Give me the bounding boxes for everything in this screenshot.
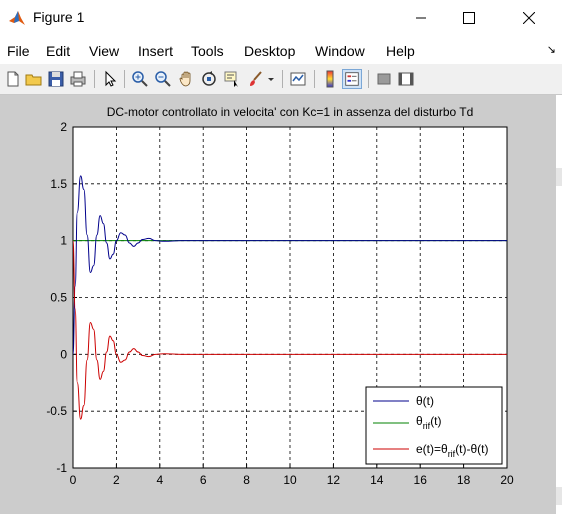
y-tick-label: 0.5 [50, 291, 67, 305]
legend[interactable]: θ(t) θrif(t) e(t)=θrif(t)-θ(t) [366, 387, 502, 464]
x-tick-label: 16 [414, 473, 428, 487]
title-bar: Figure 1 [0, 0, 562, 36]
data-cursor-icon[interactable] [222, 69, 242, 89]
y-tick-label: 1 [60, 234, 67, 248]
toolbar-separator [282, 70, 283, 88]
x-tick-label: 10 [283, 473, 297, 487]
x-tick-labels: 0 2 4 6 8 10 12 14 16 18 20 [70, 473, 514, 487]
x-tick-label: 14 [370, 473, 384, 487]
edit-plot-arrow-icon[interactable] [100, 69, 120, 89]
matlab-logo-icon [8, 9, 26, 27]
close-icon [523, 12, 535, 24]
menu-desktop[interactable]: Desktop [244, 43, 295, 59]
menu-help[interactable]: Help [386, 43, 415, 59]
brush-icon[interactable] [246, 69, 266, 89]
x-tick-label: 20 [500, 473, 514, 487]
new-figure-icon[interactable] [3, 69, 23, 89]
x-tick-label: 18 [457, 473, 471, 487]
window-title: Figure 1 [33, 9, 84, 25]
menu-window[interactable]: Window [315, 43, 365, 59]
figure-toolbar [0, 64, 562, 95]
pan-hand-icon[interactable] [177, 69, 197, 89]
menu-tools[interactable]: Tools [191, 43, 224, 59]
rotate-3d-icon[interactable] [199, 69, 219, 89]
y-tick-label: -1 [56, 461, 67, 475]
x-tick-label: 0 [70, 473, 77, 487]
maximize-button[interactable] [446, 0, 492, 36]
menu-bar: File Edit View Insert Tools Desktop Wind… [0, 38, 562, 64]
show-plot-tools-icon[interactable] [396, 69, 416, 89]
scroll-edge-upper [556, 168, 562, 186]
colorbar-icon[interactable] [320, 69, 340, 89]
chart-title: DC-motor controllato in velocita' con Kc… [107, 105, 474, 119]
dock-arrow-icon[interactable]: ↘ [547, 43, 556, 56]
menu-file[interactable]: File [7, 43, 30, 59]
print-icon[interactable] [68, 69, 88, 89]
link-plot-icon[interactable] [288, 69, 308, 89]
y-tick-label: 1.5 [50, 177, 67, 191]
toolbar-separator [94, 70, 95, 88]
minimize-icon [415, 12, 427, 24]
open-file-icon[interactable] [24, 69, 44, 89]
x-tick-label: 6 [200, 473, 207, 487]
save-icon[interactable] [46, 69, 66, 89]
toolbar-separator [314, 70, 315, 88]
toolbar-separator [124, 70, 125, 88]
x-tick-label: 4 [156, 473, 163, 487]
y-tick-labels: -1 -0.5 0 0.5 1 1.5 2 [46, 120, 67, 475]
legend-icon[interactable] [342, 69, 362, 89]
brush-dropdown-icon[interactable] [266, 69, 276, 89]
minimize-button[interactable] [398, 0, 444, 36]
y-tick-label: -0.5 [46, 404, 67, 418]
x-tick-label: 2 [113, 473, 120, 487]
menu-view[interactable]: View [89, 43, 119, 59]
x-tick-label: 8 [243, 473, 250, 487]
toolbar-separator [368, 70, 369, 88]
x-tick-label: 12 [327, 473, 341, 487]
menu-insert[interactable]: Insert [138, 43, 173, 59]
zoom-out-icon[interactable] [153, 69, 173, 89]
menu-edit[interactable]: Edit [46, 43, 70, 59]
hide-plot-tools-icon[interactable] [374, 69, 394, 89]
close-button[interactable] [506, 0, 552, 36]
maximize-icon [463, 12, 475, 24]
scroll-edge-lower [556, 487, 562, 505]
y-tick-label: 0 [60, 347, 67, 361]
figure-canvas: 0 2 4 6 8 10 12 14 16 18 20 -1 -0.5 0 0.5 1 1.5 2 DC-mot… [0, 95, 556, 514]
plot-svg: 0 2 4 6 8 10 12 14 16 18 20 -1 -0.5 0 0.5 1 1.5 2 DC-mot… [0, 95, 556, 514]
y-tick-label: 2 [60, 120, 67, 134]
zoom-in-icon[interactable] [130, 69, 150, 89]
legend-label-theta: θ(t) [416, 394, 434, 408]
